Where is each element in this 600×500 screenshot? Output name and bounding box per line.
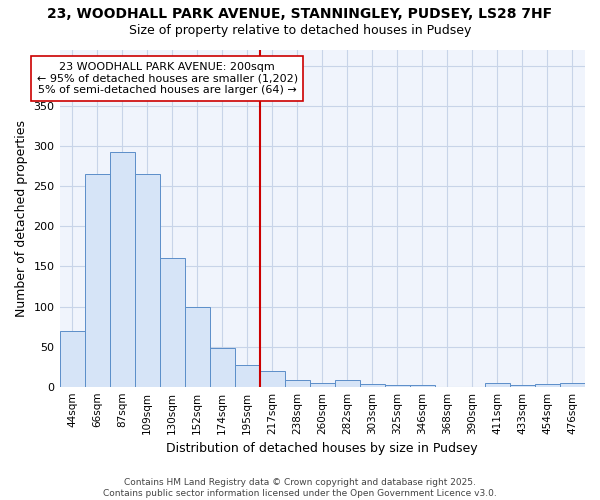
Bar [310,382,335,386]
Bar [535,384,560,386]
Text: Size of property relative to detached houses in Pudsey: Size of property relative to detached ho… [129,24,471,37]
Bar [410,385,435,386]
Bar [59,330,85,386]
Text: 23 WOODHALL PARK AVENUE: 200sqm
← 95% of detached houses are smaller (1,202)
5% : 23 WOODHALL PARK AVENUE: 200sqm ← 95% of… [37,62,298,95]
Bar [510,385,535,386]
Bar [485,384,510,386]
Y-axis label: Number of detached properties: Number of detached properties [15,120,28,317]
Bar [260,372,285,386]
Bar [185,306,209,386]
Bar [85,174,110,386]
Bar [134,174,160,386]
Bar [335,380,360,386]
Bar [385,385,410,386]
Bar [110,152,134,386]
Text: Contains HM Land Registry data © Crown copyright and database right 2025.
Contai: Contains HM Land Registry data © Crown c… [103,478,497,498]
Bar [160,258,185,386]
Bar [285,380,310,386]
Bar [209,348,235,387]
Bar [360,384,385,386]
Bar [235,365,260,386]
Text: 23, WOODHALL PARK AVENUE, STANNINGLEY, PUDSEY, LS28 7HF: 23, WOODHALL PARK AVENUE, STANNINGLEY, P… [47,8,553,22]
Bar [560,384,585,386]
X-axis label: Distribution of detached houses by size in Pudsey: Distribution of detached houses by size … [166,442,478,455]
